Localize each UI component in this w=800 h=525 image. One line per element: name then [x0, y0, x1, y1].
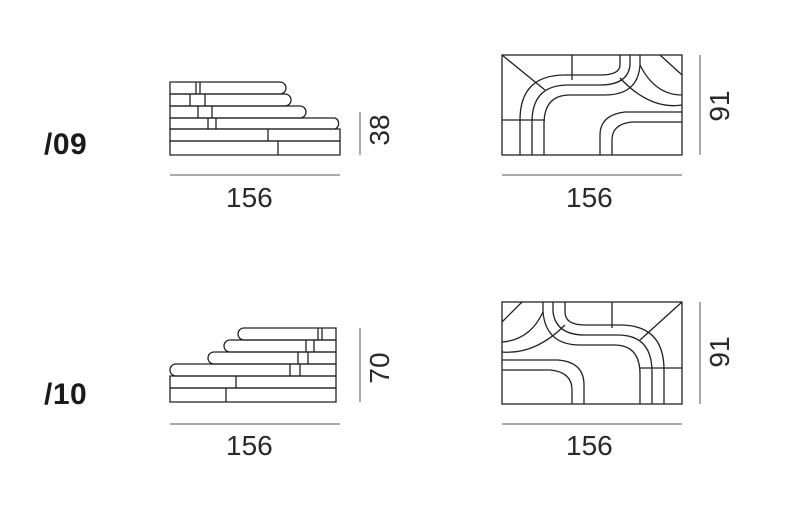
front-width-09: 156: [226, 182, 273, 213]
front-elevation-09: [169, 81, 361, 176]
front-width-10: 156: [226, 430, 273, 461]
front-elevation-10: [169, 327, 361, 425]
top-view-10: [501, 301, 701, 425]
module-code-09: /09: [44, 128, 88, 161]
top-view-09: [501, 54, 701, 176]
module-code-10: /10: [44, 378, 88, 411]
top-width-09: 156: [566, 182, 613, 213]
top-width-10: 156: [566, 430, 613, 461]
